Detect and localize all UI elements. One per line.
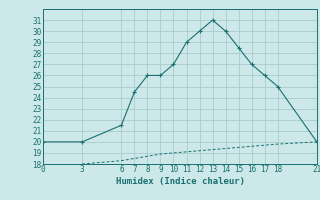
- X-axis label: Humidex (Indice chaleur): Humidex (Indice chaleur): [116, 177, 244, 186]
